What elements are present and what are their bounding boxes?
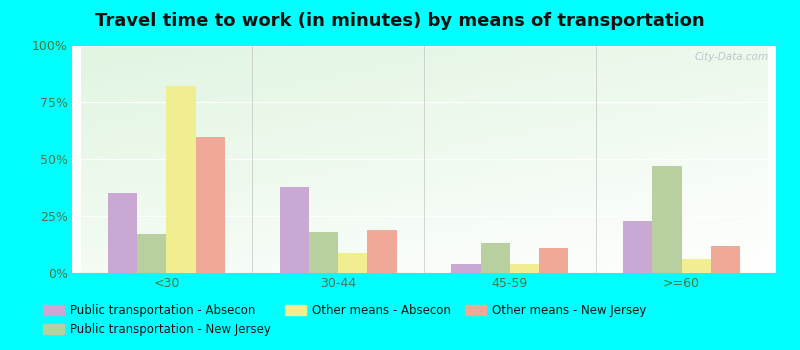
Bar (710, 246, 740, 273)
Bar (539, 248, 568, 273)
Bar (196, 136, 225, 273)
Bar (682, 259, 710, 273)
Bar (166, 86, 196, 273)
Bar (510, 264, 539, 273)
Bar (481, 244, 510, 273)
Bar (451, 264, 481, 273)
Bar (338, 253, 367, 273)
Bar (108, 193, 138, 273)
Text: City-Data.com: City-Data.com (695, 52, 769, 62)
Text: Travel time to work (in minutes) by means of transportation: Travel time to work (in minutes) by mean… (95, 12, 705, 30)
Legend: Public transportation - Absecon, Public transportation - New Jersey, Other means: Public transportation - Absecon, Public … (38, 299, 651, 341)
Bar (367, 230, 397, 273)
Bar (623, 221, 652, 273)
Bar (309, 232, 338, 273)
Bar (652, 166, 682, 273)
Bar (280, 187, 309, 273)
Bar (138, 234, 166, 273)
